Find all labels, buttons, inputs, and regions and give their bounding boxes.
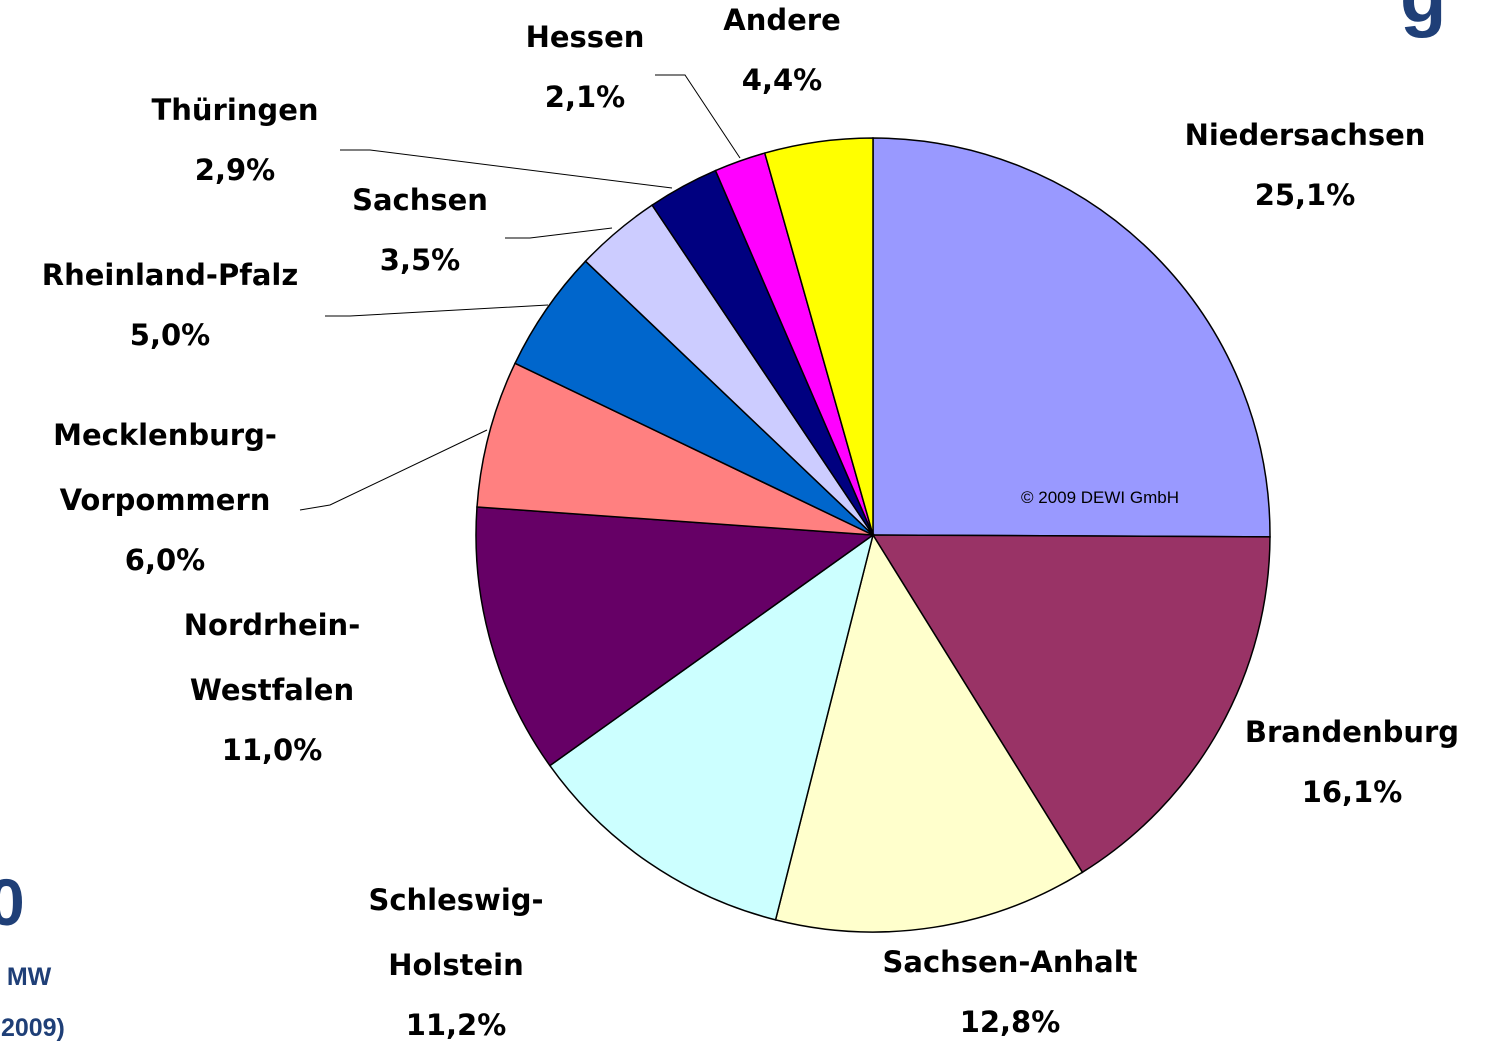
pie-slice [763, 137, 874, 536]
leader-line [325, 304, 549, 317]
value-label: 11,2% [406, 1008, 507, 1042]
copyright: © 2009 DEWI GmbH [1021, 488, 1179, 507]
fragment: 4 MW [0, 963, 52, 991]
category-label: Andere [723, 3, 841, 37]
category-label: Mecklenburg-Vorpommern [53, 418, 277, 517]
value-label: 25,1% [1255, 178, 1356, 212]
category-label: Thüringen [151, 93, 318, 127]
category-label: Brandenburg [1245, 715, 1459, 749]
fragment: .2009) [0, 1014, 65, 1042]
leader-line [340, 149, 673, 189]
value-label: 5,0% [130, 318, 210, 352]
category-label: Rheinland-Pfalz [42, 258, 298, 292]
category-label: Niedersachsen [1185, 118, 1426, 152]
fragment: g [1400, 0, 1446, 39]
value-label: 3,5% [380, 243, 460, 277]
pie [475, 137, 1271, 933]
fragment: 0 [0, 865, 25, 939]
pie-slice [548, 533, 875, 921]
pie-slice [872, 137, 1271, 538]
leader-line [655, 74, 741, 159]
leader-line [299, 429, 488, 511]
labels: Niedersachsen 25,1% Brandenburg 16,1% Sachse… [42, 3, 1459, 1042]
category-label: Schleswig-Holstein [368, 883, 543, 982]
category-label: Sachsen-Anhalt [882, 945, 1137, 979]
pie-slice [774, 533, 1084, 933]
category-label: Nordrhein-Westfalen [184, 608, 361, 707]
value-label: 2,9% [195, 153, 275, 187]
pie-slice [476, 362, 874, 536]
value-label: 12,8% [960, 1005, 1061, 1039]
value-label: 16,1% [1302, 775, 1403, 809]
leader-lines [299, 74, 741, 511]
category-label: Sachsen [352, 183, 488, 217]
value-label: 6,0% [125, 543, 205, 577]
leader-line [505, 227, 613, 239]
value-label: 2,1% [545, 80, 625, 114]
pie-slice [475, 506, 876, 767]
value-label: 4,4% [742, 63, 822, 97]
pie-slice [871, 534, 1271, 874]
value-label: 11,0% [222, 733, 323, 767]
category-label: Hessen [526, 20, 645, 54]
